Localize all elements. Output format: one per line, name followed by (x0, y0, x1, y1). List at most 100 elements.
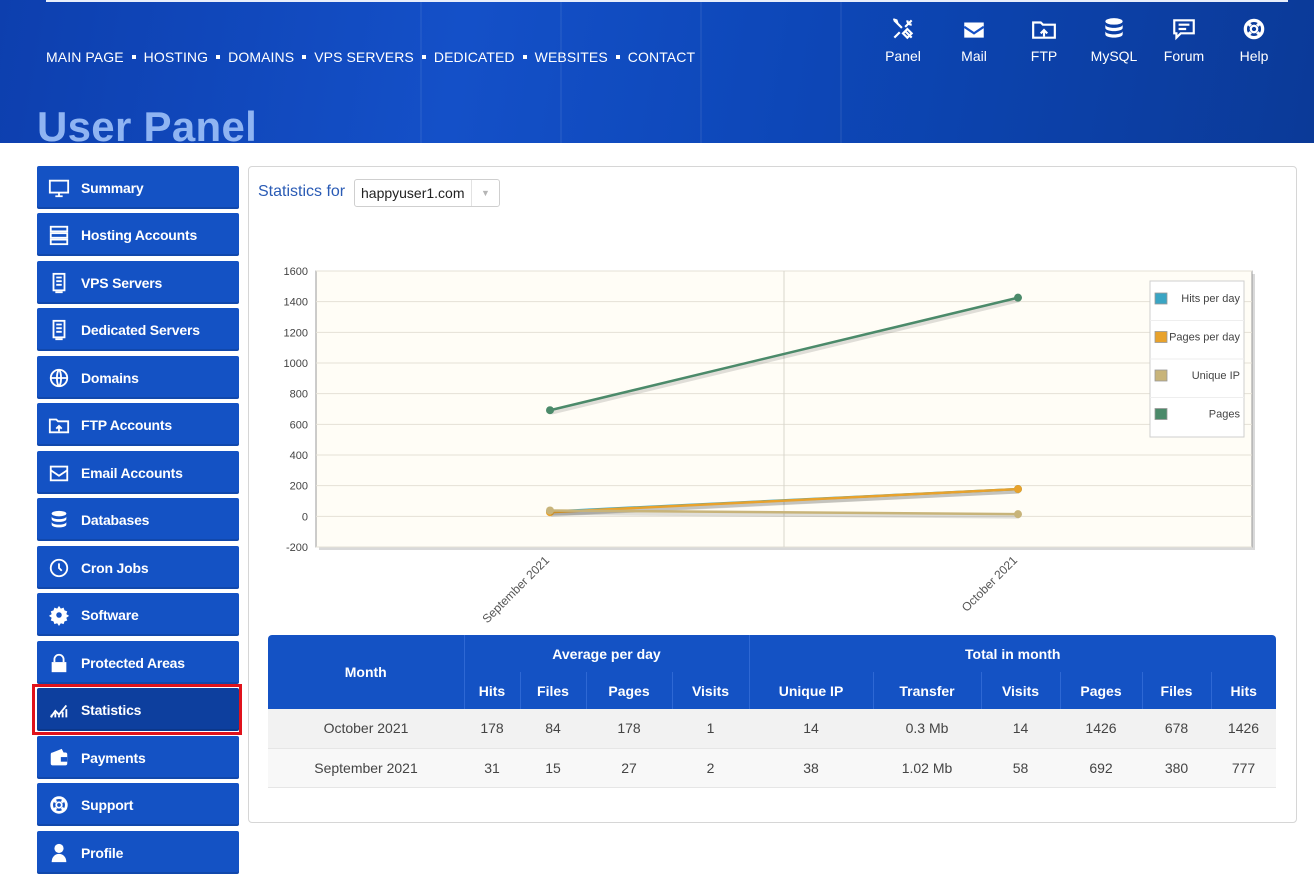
series-line (549, 296, 1019, 412)
col-total-hits: Hits (1210, 672, 1276, 709)
server-icon (37, 308, 81, 351)
table-cell: 14 (981, 709, 1060, 749)
quick-link-label: Mail (961, 48, 987, 64)
x-tick-label: October 2021 (959, 553, 1021, 615)
legend-label: Pages (1209, 409, 1241, 421)
series-point (1014, 293, 1022, 302)
legend-swatch (1154, 408, 1168, 420)
table-cell: 27 (586, 748, 672, 788)
sidebar-item-vps-servers[interactable]: VPS Servers (37, 261, 239, 304)
sidebar-item-protected-areas[interactable]: Protected Areas (37, 641, 239, 684)
sidebar-item-dedicated-servers[interactable]: Dedicated Servers (37, 308, 239, 351)
sidebar-item-databases[interactable]: Databases (37, 498, 239, 541)
table-cell: 0.3 Mb (873, 709, 981, 749)
table-cell: 380 (1142, 748, 1211, 788)
statistics-chart: -200 0 200 400 600 800 1000 1200 1400 1600 Septemb… (284, 266, 1255, 626)
quick-link-mysql[interactable]: MySQL (1084, 16, 1144, 64)
sidebar-item-domains[interactable]: Domains (37, 356, 239, 399)
sidebar-item-label: VPS Servers (81, 274, 163, 291)
sidebar-item-summary[interactable]: Summary (37, 166, 239, 209)
quick-link-ftp[interactable]: FTP (1014, 16, 1074, 64)
mail-icon (963, 22, 985, 38)
sidebar-item-label: Dedicated Servers (81, 321, 200, 338)
nav-vps-servers[interactable]: VPS SERVERS (314, 49, 414, 65)
quick-link-panel[interactable]: Panel (873, 16, 933, 64)
col-total-transfer: Transfer (872, 672, 981, 709)
col-avg-pages: Pages (585, 672, 672, 709)
sidebar-item-label: Payments (81, 749, 146, 766)
table-cell: 1426 (1060, 709, 1142, 749)
statistics-table: Month Average per day Total in month Hit… (268, 635, 1276, 788)
series-point (546, 506, 554, 515)
table-cell: 678 (1142, 709, 1211, 749)
col-total-visits: Visits (980, 672, 1060, 709)
monitor-icon (37, 166, 81, 209)
sidebar-item-label: FTP Accounts (81, 416, 172, 433)
sidebar-item-label: Domains (81, 369, 139, 386)
chevron-down-icon: ▼ (471, 180, 499, 206)
total-in-month-header: Total in month (748, 635, 1276, 672)
tools-icon (892, 18, 914, 40)
wallet-icon (37, 736, 81, 779)
domain-select[interactable]: happyuser1.com ▼ (354, 179, 500, 207)
row-month: October 2021 (268, 709, 464, 749)
series-point (1014, 485, 1022, 494)
quick-link-label: Help (1239, 48, 1269, 64)
sidebar-item-ftp-accounts[interactable]: FTP Accounts (37, 403, 239, 446)
sidebar-item-cron-jobs[interactable]: Cron Jobs (37, 546, 239, 589)
nav-websites[interactable]: WEBSITES (534, 49, 608, 65)
lifebuoy-icon (37, 783, 81, 826)
y-tick-label: 1200 (284, 327, 308, 339)
main-nav: MAIN PAGE HOSTING DOMAINS VPS SERVERS DE… (46, 49, 695, 65)
ftp-folder-icon (37, 403, 81, 446)
table-cell: 15 (520, 748, 586, 788)
sidebar-item-hosting-accounts[interactable]: Hosting Accounts (37, 213, 239, 256)
y-tick-label: 1000 (284, 358, 308, 370)
y-tick-label: 600 (290, 419, 308, 431)
nav-dedicated[interactable]: DEDICATED (433, 49, 515, 65)
quick-link-help[interactable]: Help (1224, 16, 1284, 64)
quick-link-forum[interactable]: Forum (1154, 16, 1214, 64)
sidebar-item-support[interactable]: Support (37, 783, 239, 826)
sidebar-item-label: Summary (81, 179, 144, 196)
nav-contact[interactable]: CONTACT (627, 49, 696, 65)
y-tick-label: 800 (290, 389, 308, 401)
clock-icon (37, 546, 81, 589)
sidebar-item-label: Support (81, 796, 134, 813)
sidebar-item-software[interactable]: Software (37, 593, 239, 636)
table-cell: 31 (464, 748, 520, 788)
page-title: User Panel (37, 103, 258, 143)
y-tick-label: 0 (302, 511, 308, 523)
sidebar-item-payments[interactable]: Payments (37, 736, 239, 779)
series-line-shadow (550, 297, 1020, 415)
sidebar-item-statistics[interactable]: Statistics (37, 688, 239, 731)
nav-hosting[interactable]: HOSTING (143, 49, 209, 65)
col-total-files: Files (1141, 672, 1211, 709)
header-top-line (46, 0, 1288, 2)
quick-link-mail[interactable]: Mail (944, 16, 1004, 64)
table-cell: 58 (981, 748, 1060, 788)
sidebar-item-email-accounts[interactable]: Email Accounts (37, 451, 239, 494)
nav-main-page[interactable]: MAIN PAGE (46, 49, 124, 65)
table-cell: 84 (520, 709, 586, 749)
chart-icon (37, 688, 81, 731)
legend-label: Pages per day (1169, 332, 1240, 344)
month-header: Month (268, 635, 464, 709)
average-per-day-header: Average per day (463, 635, 749, 672)
series-point (546, 406, 554, 415)
legend-swatch (1154, 369, 1168, 382)
series-line (549, 509, 1019, 516)
forum-icon (1173, 19, 1195, 41)
table-cell: 692 (1060, 748, 1142, 788)
sidebar-item-profile[interactable]: Profile (37, 831, 239, 874)
col-avg-visits: Visits (671, 672, 749, 709)
table-cell: 1426 (1211, 709, 1276, 749)
nav-domains[interactable]: DOMAINS (228, 49, 295, 65)
quick-link-label: Panel (885, 48, 921, 64)
table-cell: 1 (672, 709, 749, 749)
table-cell: 14 (749, 709, 873, 749)
table-cell: 178 (464, 709, 520, 749)
gear-icon (37, 593, 81, 636)
col-avg-hits: Hits (463, 672, 520, 709)
sidebar-item-label: Statistics (81, 701, 142, 718)
